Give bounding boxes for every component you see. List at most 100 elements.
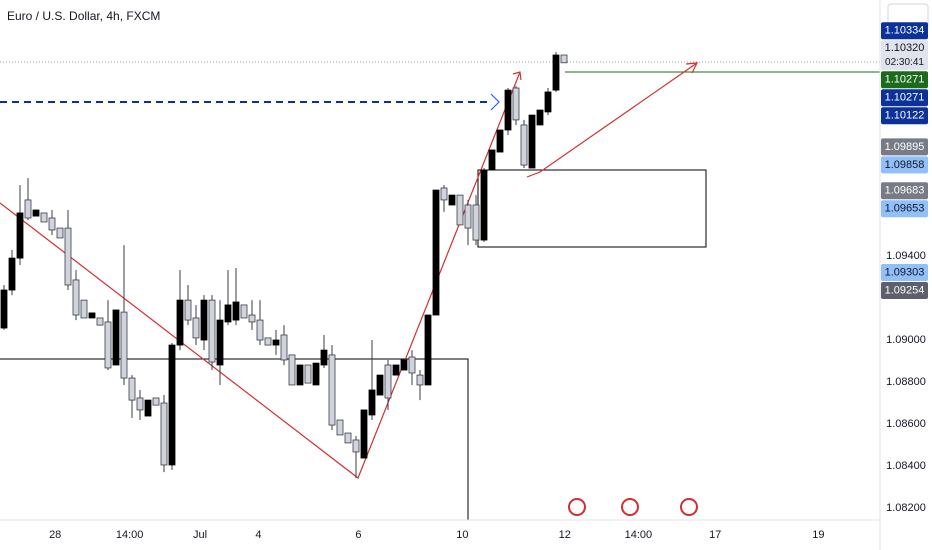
candle-body	[304, 364, 312, 384]
candle-body	[104, 321, 112, 369]
price-label-box	[881, 182, 928, 200]
candle-body	[176, 299, 184, 346]
countdown: 02:30:41	[885, 57, 924, 68]
x-tick-label: 19	[812, 529, 824, 541]
price-label: 1.09858	[885, 159, 925, 171]
candle-body	[520, 124, 528, 166]
price-label: 1.09303	[885, 266, 925, 278]
projection-arrow	[685, 62, 699, 74]
candle-body	[448, 194, 456, 206]
x-tick-label: 17	[709, 529, 721, 541]
candle-body	[464, 204, 472, 229]
price-label-box	[881, 264, 928, 282]
candle-body	[232, 301, 240, 321]
candle-body	[88, 312, 96, 319]
price-label: 1.10334	[885, 25, 925, 37]
candle-body	[112, 309, 120, 366]
price-label: 1.10320	[885, 42, 925, 54]
candle-body	[320, 349, 328, 366]
y-tick-label: 1.09000	[886, 334, 926, 346]
candle-body	[72, 279, 80, 316]
candle-body	[56, 227, 64, 239]
candle-body	[240, 304, 248, 319]
candle-body	[456, 194, 464, 226]
event-icons	[568, 498, 698, 516]
y-tick-label: 1.08400	[886, 460, 926, 472]
candle-body	[512, 87, 520, 121]
event-icon[interactable]	[568, 498, 586, 516]
candle-body	[488, 149, 496, 171]
candle-body	[120, 311, 128, 379]
candle-body	[384, 364, 392, 399]
candle-body	[552, 54, 560, 91]
candle-body	[96, 317, 104, 326]
price-label-box	[881, 107, 928, 125]
event-icon[interactable]	[621, 498, 639, 516]
candle-body	[272, 339, 280, 346]
y-tick-label: 1.08200	[886, 502, 926, 514]
price-label-box	[881, 138, 928, 156]
price-label: 1.09683	[885, 185, 925, 197]
candle-body	[408, 356, 416, 374]
candle-body	[192, 317, 200, 339]
candle-body	[0, 289, 8, 329]
price-label-box	[881, 71, 928, 89]
price-label-box	[881, 200, 928, 218]
candles	[0, 52, 568, 478]
candle-body	[144, 399, 152, 417]
candle-body	[560, 54, 568, 64]
candle-body	[168, 344, 176, 466]
candle-body	[528, 114, 536, 169]
chart-title: Euro / U.S. Dollar, 4h, FXCM	[7, 9, 160, 23]
projection-line	[526, 62, 698, 178]
candle-body	[544, 91, 552, 113]
candle-body	[496, 129, 504, 153]
y-tick-label: 1.08600	[886, 418, 926, 430]
candle-body	[136, 397, 144, 411]
candle-body	[16, 212, 24, 259]
candle-body	[344, 432, 352, 444]
candle-body	[24, 199, 32, 219]
y-tick-label: 1.09400	[886, 250, 926, 262]
candle-body	[40, 212, 48, 223]
candle-body	[248, 314, 256, 323]
candle-body	[264, 337, 272, 346]
candle-body	[256, 319, 264, 341]
candle-body	[368, 389, 376, 416]
candle-body	[32, 209, 40, 217]
price-label: 1.09653	[885, 203, 925, 215]
x-tick-label: 10	[456, 529, 468, 541]
support-line	[0, 358, 469, 520]
trend-arrow	[512, 71, 522, 81]
candle-body	[440, 187, 448, 201]
candle-body	[200, 299, 208, 341]
candle-body	[480, 169, 488, 241]
candle-body	[504, 89, 512, 131]
event-icon[interactable]	[680, 498, 698, 516]
candle-body	[352, 439, 360, 453]
candle-body	[184, 299, 192, 321]
candle-body	[416, 374, 424, 386]
price-label-box	[881, 89, 928, 107]
x-tick-label: 6	[355, 529, 361, 541]
x-tick-label: 14:00	[625, 529, 653, 541]
candle-body	[400, 359, 408, 371]
x-tick-label: 12	[559, 529, 571, 541]
price-label-box	[881, 22, 928, 40]
x-tick-label: 4	[255, 529, 261, 541]
candle-body	[336, 419, 344, 436]
candle-body	[312, 362, 320, 386]
candle-body	[80, 299, 88, 319]
candle-body	[8, 257, 16, 291]
price-label-box	[881, 282, 928, 300]
candle-body	[152, 397, 160, 406]
x-tick-label: 28	[49, 529, 61, 541]
candle-body	[376, 374, 384, 396]
price-label: 1.10271	[885, 74, 925, 86]
candle-body	[160, 402, 168, 466]
candle-body	[288, 354, 296, 386]
candle-body	[432, 189, 440, 316]
candle-body	[64, 227, 72, 286]
